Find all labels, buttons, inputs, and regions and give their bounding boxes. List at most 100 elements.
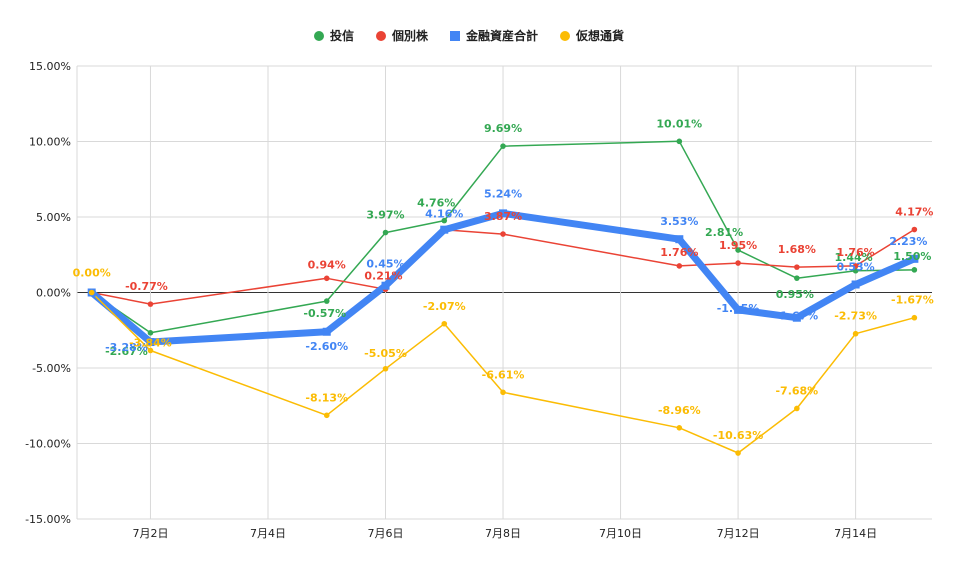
data-label: 0.21% bbox=[364, 269, 402, 282]
data-label: 3.97% bbox=[366, 209, 404, 222]
data-point bbox=[676, 263, 683, 269]
y-tick-label: -10.00% bbox=[25, 438, 71, 451]
data-point bbox=[323, 275, 330, 282]
data-point bbox=[734, 305, 743, 314]
data-label: 9.69% bbox=[484, 122, 522, 135]
data-label: -1.67% bbox=[775, 310, 818, 323]
data-label: 0.94% bbox=[308, 258, 346, 271]
data-label: 1.68% bbox=[778, 243, 816, 256]
data-label: 4.17% bbox=[895, 206, 933, 219]
legend-label: 個別株 bbox=[391, 28, 429, 43]
x-tick-label: 7月8日 bbox=[485, 527, 521, 540]
data-label: -3.28% bbox=[105, 341, 148, 354]
data-point bbox=[676, 424, 683, 431]
data-point bbox=[735, 247, 741, 253]
data-label: 1.44% bbox=[835, 251, 873, 264]
y-tick-label: 5.00% bbox=[36, 211, 71, 224]
data-label: 10.01% bbox=[656, 117, 702, 130]
data-label: 1.50% bbox=[893, 250, 931, 263]
data-point bbox=[147, 301, 154, 307]
data-point bbox=[88, 289, 95, 296]
data-label: 2.81% bbox=[705, 226, 743, 239]
legend-label: 仮想通貨 bbox=[575, 28, 624, 43]
x-tick-label: 7月10日 bbox=[599, 527, 642, 540]
data-point bbox=[910, 254, 919, 263]
data-point bbox=[794, 275, 800, 281]
data-point bbox=[147, 347, 154, 354]
legend-marker bbox=[560, 31, 570, 41]
data-label: 3.87% bbox=[484, 210, 522, 223]
data-point bbox=[735, 450, 741, 456]
data-label: -0.57% bbox=[303, 307, 346, 320]
y-tick-label: -15.00% bbox=[25, 513, 71, 526]
data-point bbox=[911, 314, 918, 321]
data-point bbox=[500, 389, 506, 396]
series-markers bbox=[87, 138, 919, 456]
data-label: -2.60% bbox=[305, 340, 348, 353]
grid bbox=[76, 65, 932, 520]
y-tick-label: 10.00% bbox=[29, 136, 71, 149]
data-label: -8.13% bbox=[305, 391, 348, 404]
data-label: 0.00% bbox=[73, 267, 111, 280]
data-point bbox=[794, 264, 800, 270]
data-point bbox=[675, 235, 684, 244]
data-point bbox=[852, 267, 859, 274]
x-tick-label: 7月6日 bbox=[368, 527, 404, 540]
data-point bbox=[735, 260, 741, 266]
y-tick-label: 15.00% bbox=[29, 60, 71, 73]
data-label: 0.45% bbox=[366, 258, 404, 271]
legend-label: 金融資産合計 bbox=[465, 28, 538, 43]
data-point bbox=[441, 217, 448, 224]
data-label: -5.05% bbox=[364, 347, 407, 360]
data-point bbox=[147, 330, 154, 336]
data-label: 5.24% bbox=[484, 187, 522, 200]
data-point bbox=[851, 280, 860, 289]
data-point bbox=[382, 229, 389, 236]
data-point bbox=[500, 143, 506, 149]
data-point bbox=[792, 313, 801, 322]
data-label: -6.61% bbox=[482, 368, 525, 381]
legend-marker bbox=[314, 31, 324, 41]
data-point bbox=[852, 263, 859, 269]
data-labels: -2.67% -0.57% 3.97% 4.76% 9.69% 10.01% 2.81% 0.… bbox=[73, 117, 934, 442]
data-label: -2.67% bbox=[105, 345, 148, 358]
x-axis: 7月2日 7月4日 7月6日 7月8日 7月10日 7月12日 7月14日 bbox=[132, 527, 877, 540]
data-point bbox=[676, 138, 683, 145]
data-point bbox=[322, 327, 331, 336]
data-point bbox=[440, 225, 449, 234]
data-label: -10.63% bbox=[713, 429, 763, 442]
data-point bbox=[146, 338, 155, 347]
data-label: 4.16% bbox=[425, 208, 463, 221]
data-label: -7.68% bbox=[775, 384, 818, 397]
data-label: 0.53% bbox=[837, 260, 875, 273]
data-label: 1.95% bbox=[719, 239, 757, 252]
x-tick-label: 7月4日 bbox=[250, 527, 286, 540]
data-label: -1.67% bbox=[891, 294, 934, 307]
data-point bbox=[323, 298, 330, 304]
data-label: -2.73% bbox=[834, 310, 877, 323]
legend-marker bbox=[450, 31, 460, 41]
data-label: 2.23% bbox=[889, 235, 927, 248]
y-tick-label: 0.00% bbox=[36, 287, 71, 300]
data-point bbox=[911, 226, 918, 233]
data-label: 0.95% bbox=[776, 288, 814, 301]
data-label: -2.07% bbox=[423, 300, 466, 313]
data-point bbox=[323, 412, 330, 419]
data-point bbox=[381, 281, 390, 290]
data-label: 1.76% bbox=[660, 246, 698, 259]
data-label: 3.53% bbox=[660, 215, 698, 228]
x-tick-label: 7月2日 bbox=[132, 527, 168, 540]
y-tick-label: -5.00% bbox=[32, 362, 71, 375]
data-point bbox=[382, 365, 389, 372]
legend-label: 投信 bbox=[330, 28, 354, 43]
data-point bbox=[499, 209, 508, 218]
data-label: 4.76% bbox=[417, 197, 455, 210]
x-tick-label: 7月14日 bbox=[834, 527, 877, 540]
data-label: -3.84% bbox=[129, 336, 172, 349]
data-label: -0.77% bbox=[125, 280, 168, 293]
data-point bbox=[500, 231, 506, 237]
data-label: -1.15% bbox=[717, 302, 760, 315]
data-label: 1.76% bbox=[837, 246, 875, 259]
